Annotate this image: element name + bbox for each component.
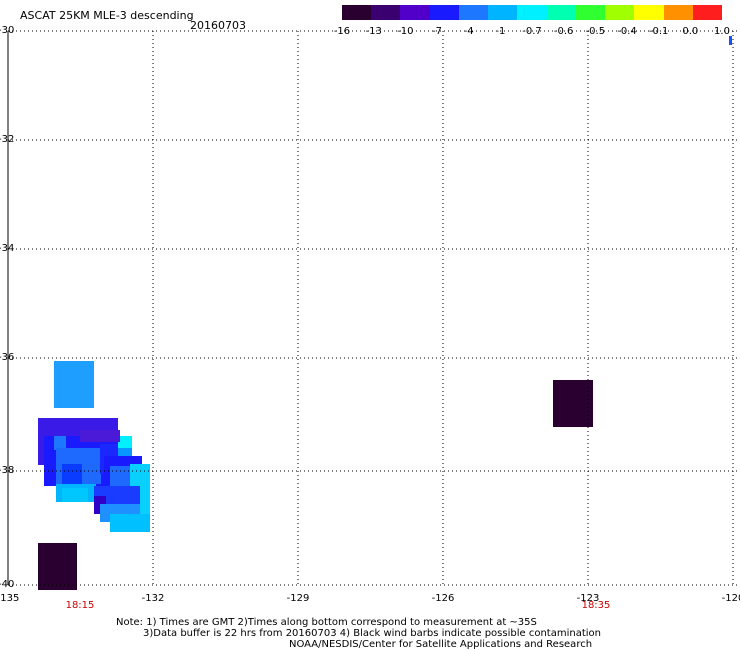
colorbar-swatch	[634, 5, 664, 20]
chart-title: ASCAT 25KM MLE-3 descending	[20, 9, 194, 22]
longitude-label: -132	[141, 593, 165, 604]
colorbar-label: -0.5	[585, 26, 606, 37]
colorbar-swatch	[663, 5, 693, 20]
colorbar-end-marker	[729, 36, 732, 45]
longitude-label: -120	[721, 593, 740, 604]
colorbar-label: -13	[365, 26, 382, 37]
colorbar-swatch	[517, 5, 547, 20]
note-line-1: Note: 1) Times are GMT 2)Times along bot…	[116, 617, 537, 628]
colorbar-label: -16	[333, 26, 351, 37]
colorbar-swatch	[488, 5, 518, 20]
colorbar-swatch	[429, 5, 459, 20]
longitude-label: -126	[431, 593, 455, 604]
note-line-3: NOAA/NESDIS/Center for Satellite Applica…	[289, 639, 593, 650]
colorbar-label: 1.0	[714, 26, 730, 37]
data-cell	[62, 464, 82, 486]
colorbar-swatch	[371, 5, 401, 20]
colorbar-label: -0.4	[617, 26, 637, 37]
time-label: 18:15	[65, 600, 95, 611]
latitude-label: -36	[0, 352, 15, 363]
data-cell	[110, 514, 150, 532]
colorbar-label: -0.6	[553, 26, 574, 37]
data-cell	[80, 430, 120, 442]
colorbar-label: 0.0	[682, 26, 699, 37]
colorbar-swatch	[342, 5, 372, 20]
colorbar-swatch	[575, 5, 606, 20]
colorbar-swatch	[546, 5, 576, 20]
colorbar-swatch	[458, 5, 489, 20]
latitude-label: -32	[0, 134, 15, 145]
data-cell	[54, 436, 66, 450]
colorbar-swatch	[605, 5, 635, 20]
chart-date: 20160703	[190, 19, 246, 32]
colorbar-swatch	[692, 5, 723, 20]
colorbar-swatches	[342, 5, 723, 20]
longitude-label: -129	[286, 593, 310, 604]
longitude-label: -123	[576, 593, 600, 604]
colorbar-label: -10	[397, 26, 414, 37]
note-line-2: 3)Data buffer is 22 hrs from 20160703 4)…	[143, 628, 601, 639]
time-label: 18:35	[581, 600, 611, 611]
data-cell	[62, 488, 88, 502]
latitude-label: -38	[0, 465, 15, 476]
latitude-label: -40	[0, 579, 15, 590]
latitude-label: -34	[0, 243, 15, 254]
longitude-label: -135	[0, 593, 20, 604]
data-cell	[553, 380, 593, 427]
latitude-label: -30	[0, 25, 15, 36]
colorbar	[342, 5, 723, 20]
colorbar-label: -0.1	[648, 26, 669, 37]
data-cell	[54, 361, 94, 408]
data-cell	[38, 543, 77, 590]
colorbar-swatch	[400, 5, 430, 20]
data-cell	[118, 436, 132, 448]
